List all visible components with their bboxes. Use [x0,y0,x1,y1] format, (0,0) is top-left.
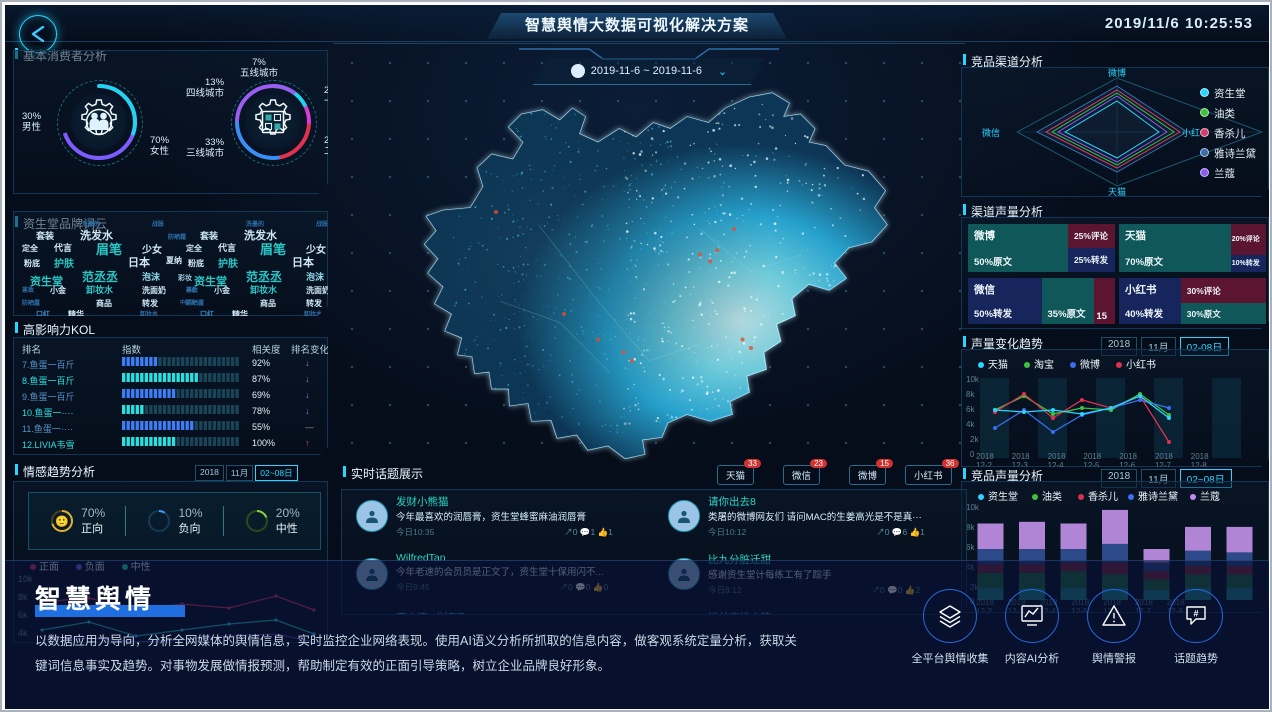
svg-text:#: # [1193,609,1198,619]
svg-text:4k: 4k [966,420,975,429]
svg-text:🙂: 🙂 [55,515,69,528]
svg-text:6k: 6k [966,405,975,414]
svg-text:10k: 10k [966,375,980,384]
svg-text:6k: 6k [966,543,975,552]
svg-text:微信: 微信 [982,127,1000,138]
svg-text:微博: 微博 [1108,68,1126,78]
svg-text:8k: 8k [966,390,975,399]
svg-text:10k: 10k [966,503,980,512]
svg-text:2k: 2k [970,435,979,444]
svg-text:8k: 8k [966,523,975,532]
svg-text:0: 0 [970,450,975,459]
svg-text:天猫: 天猫 [1108,186,1126,196]
